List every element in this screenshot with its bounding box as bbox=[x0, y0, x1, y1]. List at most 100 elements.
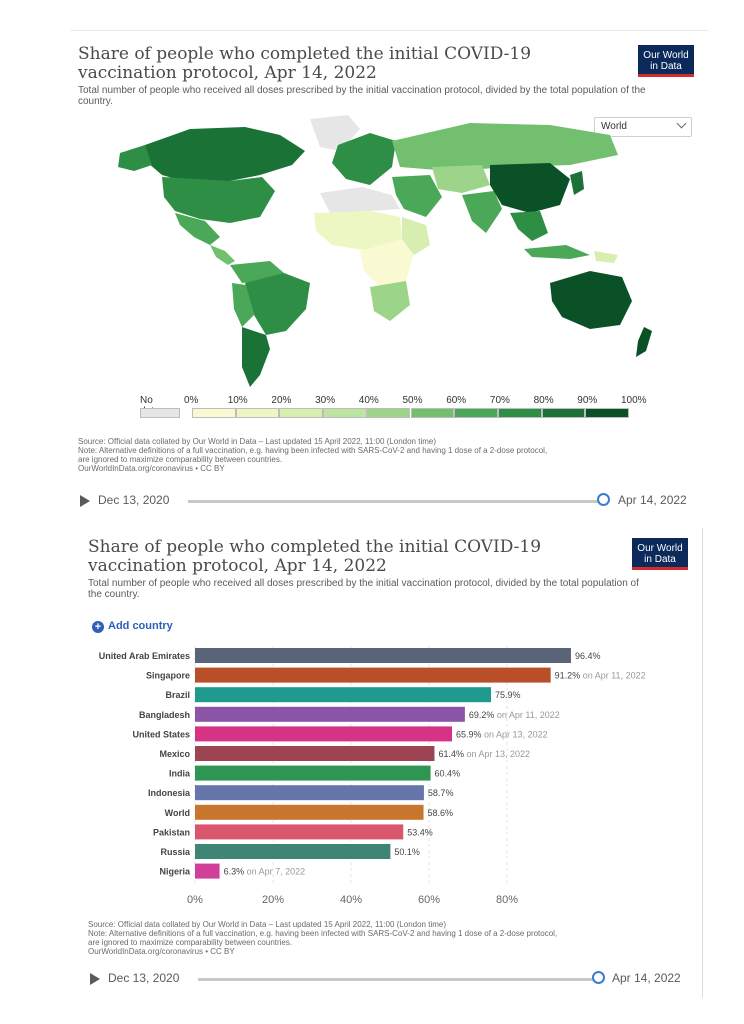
legend-swatch[interactable] bbox=[323, 408, 367, 418]
map-region-papua[interactable] bbox=[594, 251, 618, 263]
bar-category-label: Nigeria bbox=[159, 867, 191, 877]
map-region-peru-bolivia[interactable] bbox=[232, 283, 254, 327]
legend-tick-label: 90% bbox=[577, 395, 598, 406]
map-region-russia[interactable] bbox=[392, 123, 618, 171]
region-select-value: World bbox=[601, 121, 627, 132]
map-region-brazil[interactable] bbox=[245, 273, 310, 335]
bar[interactable] bbox=[195, 726, 453, 742]
bar[interactable] bbox=[195, 844, 391, 859]
bar[interactable] bbox=[195, 863, 220, 879]
map-region-mexico[interactable] bbox=[175, 213, 220, 245]
map-region-china[interactable] bbox=[490, 163, 570, 213]
timeline-track[interactable] bbox=[188, 500, 603, 503]
map-region-central-america[interactable] bbox=[210, 245, 235, 265]
map-region-australia[interactable] bbox=[550, 271, 632, 329]
source-line: OurWorldInData.org/coronavirus • CC BY bbox=[78, 464, 225, 473]
map-region-usa[interactable] bbox=[162, 177, 275, 223]
world-map[interactable] bbox=[70, 105, 670, 395]
bar-value-label: 6.3% on Apr 7, 2022 bbox=[224, 867, 306, 877]
bar-category-label: United States bbox=[132, 729, 190, 739]
map-region-middle-east[interactable] bbox=[392, 175, 442, 217]
map-region-indonesia[interactable] bbox=[524, 245, 590, 259]
legend-tick-label: 10% bbox=[227, 395, 248, 406]
legend-tick-label: 50% bbox=[402, 395, 423, 406]
map-region-argentina[interactable] bbox=[242, 327, 270, 387]
map-region-west-africa[interactable] bbox=[314, 211, 402, 251]
timeline-handle[interactable] bbox=[592, 971, 605, 984]
bar-timeline: Dec 13, 2020 Apr 14, 2022 bbox=[90, 970, 690, 990]
bar-category-label: United Arab Emirates bbox=[99, 651, 190, 661]
map-region-alaska[interactable] bbox=[118, 145, 152, 171]
legend-tick-label: 80% bbox=[533, 395, 554, 406]
bar-chart-panel: Share of people who completed the initia… bbox=[78, 528, 703, 998]
bar[interactable] bbox=[195, 824, 404, 840]
legend-swatch[interactable] bbox=[192, 408, 236, 418]
bar-category-label: World bbox=[165, 808, 190, 818]
map-region-east-africa[interactable] bbox=[402, 217, 430, 255]
region-select[interactable]: World bbox=[594, 117, 692, 137]
bar[interactable] bbox=[195, 785, 424, 801]
bar[interactable] bbox=[195, 706, 465, 722]
play-icon[interactable] bbox=[90, 973, 100, 985]
map-region-japan[interactable] bbox=[570, 171, 584, 195]
timeline-track[interactable] bbox=[198, 978, 603, 981]
legend-swatch[interactable] bbox=[541, 408, 586, 418]
legend-tick-label: 70% bbox=[489, 395, 510, 406]
legend-swatch[interactable] bbox=[279, 408, 324, 418]
bar-chart: 0% 20% 40% 60% 80% United Arab Emirates 96.4% S… bbox=[99, 646, 646, 906]
x-tick-label: 40% bbox=[340, 894, 362, 906]
bar-category-label: Bangladesh bbox=[139, 710, 190, 720]
bar-date-note: on Apr 13, 2022 bbox=[482, 729, 548, 739]
bar-value-label: 58.6% bbox=[428, 808, 454, 818]
bar[interactable] bbox=[195, 804, 424, 820]
source-line: Note: Alternative definitions of a full … bbox=[78, 446, 548, 455]
bar[interactable] bbox=[195, 746, 435, 761]
bar-category-label: Singapore bbox=[146, 671, 190, 681]
legend-tick-label: 60% bbox=[446, 395, 467, 406]
bar-value-label: 58.7% bbox=[428, 788, 454, 798]
map-region-southeast-asia[interactable] bbox=[510, 211, 548, 241]
bar-value-label: 61.4% on Apr 13, 2022 bbox=[438, 749, 530, 759]
legend-swatch[interactable] bbox=[454, 408, 498, 418]
add-country-button[interactable]: + Add country bbox=[92, 620, 173, 633]
legend-swatch[interactable] bbox=[410, 408, 455, 418]
chevron-down-icon bbox=[676, 118, 687, 129]
legend-tick-label: 20% bbox=[271, 395, 292, 406]
bar-date-note: on Apr 11, 2022 bbox=[580, 671, 645, 681]
bar-chart-subtitle: Total number of people who received all … bbox=[88, 578, 639, 600]
timeline-end-date: Apr 14, 2022 bbox=[618, 493, 687, 507]
legend-swatch[interactable] bbox=[235, 408, 280, 418]
bar-category-label: India bbox=[169, 769, 191, 779]
map-timeline: Dec 13, 2020 Apr 14, 2022 bbox=[80, 492, 692, 512]
bar[interactable] bbox=[195, 765, 431, 781]
map-region-new-zealand[interactable] bbox=[636, 327, 652, 357]
map-chart-panel: Share of people who completed the initia… bbox=[70, 30, 708, 521]
map-region-north-africa[interactable] bbox=[320, 187, 400, 213]
map-region-india[interactable] bbox=[462, 191, 502, 233]
play-icon[interactable] bbox=[80, 495, 90, 507]
bar-source-note: Source: Official data collated by Our Wo… bbox=[88, 920, 557, 956]
timeline-handle[interactable] bbox=[597, 493, 610, 506]
plus-icon: + bbox=[92, 621, 104, 633]
bar-value-label: 75.9% bbox=[495, 690, 521, 700]
bar-date-note: on Apr 11, 2022 bbox=[494, 710, 559, 720]
map-region-europe[interactable] bbox=[332, 133, 396, 185]
map-region-canada[interactable] bbox=[145, 127, 305, 183]
source-line: Source: Official data collated by Our Wo… bbox=[78, 437, 436, 446]
legend-swatch[interactable] bbox=[497, 408, 542, 418]
map-chart-subtitle: Total number of people who received all … bbox=[78, 85, 646, 107]
bar-date-note: on Apr 13, 2022 bbox=[464, 749, 530, 759]
legend-swatch[interactable] bbox=[366, 408, 411, 418]
bar-value-label: 53.4% bbox=[407, 827, 433, 837]
owid-logo[interactable]: Our World in Data bbox=[638, 45, 694, 77]
map-region-southern-africa[interactable] bbox=[370, 281, 410, 321]
legend-swatch[interactable] bbox=[585, 408, 629, 418]
bar[interactable] bbox=[195, 667, 551, 683]
bar[interactable] bbox=[195, 648, 571, 663]
map-region-central-africa[interactable] bbox=[360, 239, 414, 287]
bar-value-label: 50.1% bbox=[394, 847, 420, 857]
owid-logo[interactable]: Our World in Data bbox=[632, 538, 688, 570]
bar[interactable] bbox=[195, 687, 492, 703]
legend-tick-label: 100% bbox=[621, 395, 647, 406]
map-region-central-asia[interactable] bbox=[432, 165, 490, 193]
